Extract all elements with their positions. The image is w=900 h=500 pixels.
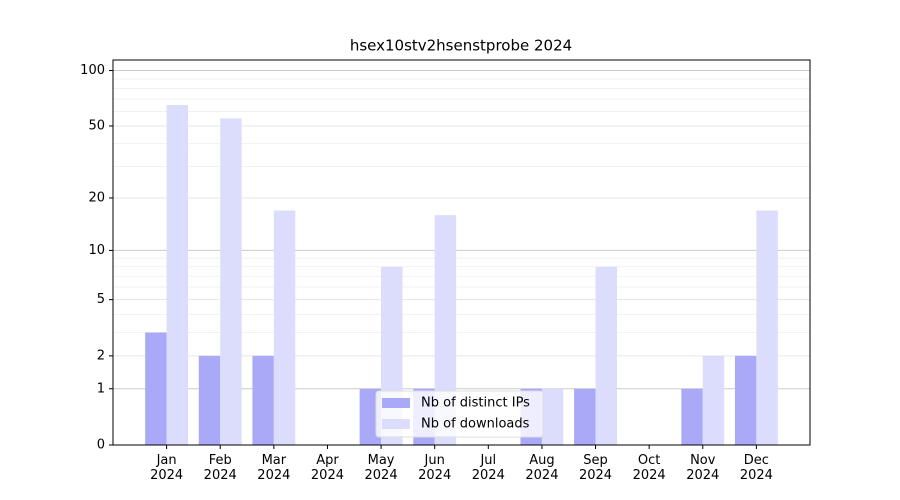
bar [595,266,617,445]
x-tick-label: Jul 2024 [471,453,505,483]
y-tick-label: 100 [80,63,105,78]
plot-frame [112,59,811,446]
bar [198,355,221,445]
bar [273,210,296,445]
x-tick-label: Feb 2024 [203,453,237,483]
legend: Nb of distinct IPs Nb of downloads [375,390,544,438]
bar [220,118,242,446]
x-tick-label: Sep 2024 [578,453,613,483]
legend-box [375,390,544,438]
y-tick-label: 50 [88,118,105,133]
bar [681,388,703,445]
y-tick-label: 10 [88,243,105,258]
x-tick-label: Aug 2024 [525,453,559,483]
y-tick-label: 0 [97,438,105,453]
y-tick-label: 2 [97,348,105,363]
x-tick-label: Jun 2024 [418,453,452,483]
legend-swatch [382,419,410,429]
legend-swatch [382,398,410,408]
x-tick-label: Jan 2024 [150,453,184,483]
legend-label: Nb of downloads [421,417,530,432]
bar [574,388,596,445]
chart-title: hsex10stv2hsenstprobe 2024 [350,37,572,55]
x-tick-label: May 2024 [364,453,398,483]
bar [541,388,564,445]
bar [252,355,274,445]
y-tick-label: 1 [97,381,105,396]
x-tick-label: Mar 2024 [257,453,291,483]
y-tick-label: 5 [97,292,105,307]
x-tick-label: Apr 2024 [310,453,344,483]
x-tick-label: Oct 2024 [632,453,666,483]
bar [434,215,457,445]
bar [756,210,778,445]
x-tick-label: Nov 2024 [686,453,720,483]
legend-label: Nb of distinct IPs [421,396,530,411]
bar [166,105,189,446]
bar [145,332,167,445]
bar [734,355,757,445]
y-tick-label: 20 [88,190,105,205]
x-tick-label: Dec 2024 [739,453,773,483]
bar [702,355,725,445]
